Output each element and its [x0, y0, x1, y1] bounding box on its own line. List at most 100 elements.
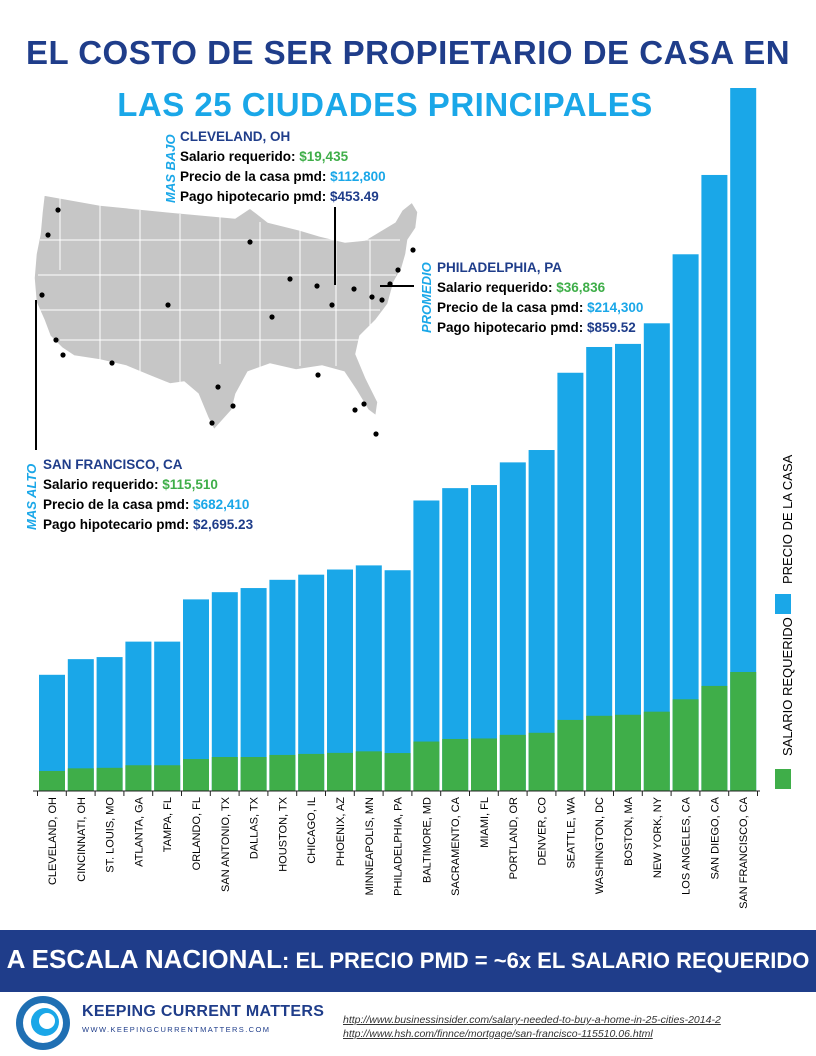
- legend-swatch-price: [775, 594, 791, 614]
- legend-label-price: PRECIO DE LA CASA: [780, 454, 795, 584]
- salary-bar: [615, 714, 641, 791]
- callout-low: CLEVELAND, OH Salario requerido: $19,435…: [180, 127, 386, 207]
- leader-line-high: [35, 300, 37, 450]
- x-tick-label: PHILADELPHIA, PA: [393, 796, 405, 895]
- x-tick-label: SAN ANTONIO, TX: [220, 796, 232, 892]
- source-link-2[interactable]: http://www.hsh.com/finnce/mortgage/san-f…: [343, 1028, 653, 1040]
- city-marker: [230, 403, 236, 409]
- x-axis-ticks: [37, 791, 758, 796]
- city-marker: [60, 352, 66, 358]
- salary-bar: [39, 770, 65, 791]
- x-tick-label: SEATTLE, WA: [565, 796, 577, 868]
- payment-label: Pago hipotecario pmd:: [180, 189, 331, 204]
- x-tick-label: ORLANDO, FL: [191, 797, 203, 870]
- callout-city: PHILADELPHIA, PA: [437, 260, 563, 275]
- salary-bar: [269, 754, 296, 791]
- price-label: Precio de la casa pmd:: [180, 169, 331, 184]
- salary-value: $36,836: [556, 280, 606, 295]
- salary-bar: [183, 759, 209, 791]
- callout-city: SAN FRANCISCO, CA: [43, 457, 183, 472]
- city-marker: [379, 297, 385, 303]
- price-value: $214,300: [587, 300, 644, 315]
- salary-value: $19,435: [299, 149, 349, 164]
- payment-value: $859.52: [587, 320, 636, 335]
- salary-bar: [442, 738, 469, 791]
- city-marker: [215, 384, 221, 390]
- x-tick-label: BALTIMORE, MD: [421, 797, 433, 883]
- salary-bar: [528, 732, 555, 791]
- x-tick-label: HOUSTON, TX: [277, 796, 289, 871]
- legend-swatch-salary: [775, 769, 791, 789]
- salary-bar: [701, 685, 728, 791]
- x-tick-label: CLEVELAND, OH: [47, 797, 59, 885]
- price-value: $112,800: [330, 169, 386, 184]
- salary-bar: [384, 753, 411, 791]
- x-tick-label: NEW YORK, NY: [652, 796, 664, 878]
- x-tick-label: MINNEAPOLIS, MN: [364, 797, 376, 895]
- state-borders: [38, 198, 400, 382]
- salary-bar: [96, 767, 123, 791]
- page-subtitle: LAS 25 CIUDADES PRINCIPALES: [117, 86, 653, 123]
- salary-value: $115,510: [162, 477, 218, 492]
- x-tick-label: ATLANTA, GA: [133, 796, 145, 867]
- city-marker: [39, 292, 45, 298]
- x-tick-label: WASHINGTON, DC: [594, 797, 606, 894]
- summary-banner: A ESCALA NACIONAL: EL PRECIO PMD = ~6x E…: [0, 930, 816, 992]
- leader-line-mid: [380, 285, 414, 287]
- salary-bar: [499, 734, 526, 791]
- callout-high: SAN FRANCISCO, CA Salario requerido: $11…: [43, 455, 253, 535]
- price-label: Precio de la casa pmd:: [437, 300, 588, 315]
- x-tick-label: DENVER, CO: [537, 797, 549, 866]
- payment-label: Pago hipotecario pmd:: [437, 320, 588, 335]
- x-tick-label: LOS ANGELES, CA: [681, 796, 693, 894]
- city-marker: [369, 294, 375, 300]
- city-marker: [395, 267, 401, 273]
- city-marker: [361, 401, 367, 407]
- legend-label-salary: SALARIO REQUERIDO: [780, 617, 795, 756]
- price-label: Precio de la casa pmd:: [43, 497, 194, 512]
- salary-bar: [240, 757, 267, 791]
- payment-value: $2,695.23: [193, 517, 254, 532]
- source-link-1[interactable]: http://www.businessinsider.com/salary-ne…: [343, 1014, 721, 1026]
- price-value: $682,410: [193, 497, 250, 512]
- salary-bar: [355, 751, 382, 791]
- x-axis-labels: CLEVELAND, OH CINCINNATI, OH ST. LOUIS, MO…: [47, 796, 750, 909]
- banner-detail: : EL PRECIO PMD = ~6x EL SALARIO REQUERI…: [282, 948, 810, 973]
- salary-bar: [730, 672, 757, 791]
- kcm-logo-icon: [16, 996, 70, 1050]
- x-tick-label: TAMPA, FL: [162, 797, 174, 852]
- payment-value: $453.49: [330, 189, 379, 204]
- salary-bar: [154, 765, 181, 791]
- salary-bar: [471, 738, 497, 791]
- salary-bar: [327, 752, 353, 791]
- city-marker: [45, 232, 51, 238]
- salary-label: Salario requerido:: [43, 477, 163, 492]
- salary-bar: [586, 715, 613, 791]
- city-marker: [269, 314, 275, 320]
- page-title: EL COSTO DE SER PROPIETARIO DE CASA EN: [25, 34, 791, 71]
- x-tick-label: PORTLAND, OR: [508, 797, 520, 879]
- salary-bars: [39, 672, 757, 791]
- city-marker: [55, 207, 61, 213]
- x-tick-label: SACRAMENTO, CA: [450, 796, 462, 895]
- salary-bar: [557, 719, 584, 791]
- city-marker: [247, 239, 253, 245]
- bar-chart: CLEVELAND, OH CINCINNATI, OH ST. LOUIS, MO…: [33, 88, 760, 909]
- city-marker: [109, 360, 115, 366]
- x-tick-label: BOSTON, MA: [623, 796, 635, 866]
- payment-label: Pago hipotecario pmd:: [43, 517, 194, 532]
- x-tick-label: DALLAS, TX: [249, 796, 261, 859]
- city-marker: [314, 283, 320, 289]
- city-marker: [329, 302, 335, 308]
- salary-bar: [413, 741, 440, 791]
- leader-line-low: [334, 207, 336, 285]
- city-marker: [53, 337, 59, 343]
- logo-name: KEEPING CURRENT MATTERS: [82, 1003, 325, 1020]
- callout-mid: PHILADELPHIA, PA Salario requerido: $36,…: [437, 258, 643, 338]
- salary-bar: [125, 765, 152, 791]
- city-marker: [352, 407, 358, 413]
- x-tick-label: SAN FRANCISCO, CA: [738, 796, 750, 909]
- salary-bar: [643, 711, 670, 791]
- logo-url: WWW.KEEPINGCURRENTMATTERS.COM: [82, 1025, 271, 1034]
- price-bars: [39, 88, 757, 792]
